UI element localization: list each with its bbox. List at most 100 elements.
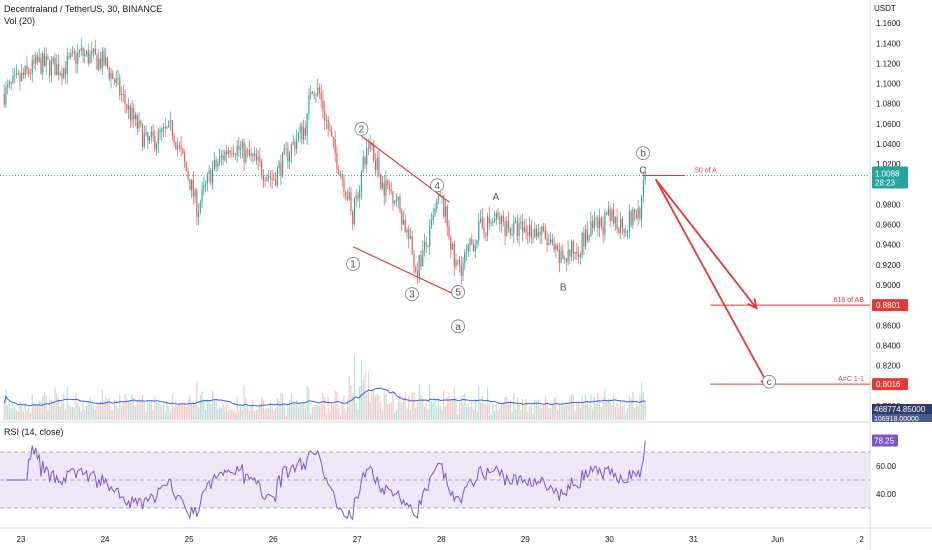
volume-bar [430,401,433,420]
wave-label-circle [354,122,369,136]
time-tick-label: 30 [605,535,614,544]
volume-bar [378,395,380,420]
candle-body [166,127,168,129]
candle-body [334,139,336,154]
volume-bar [311,407,313,420]
wedge-trendline [361,135,451,203]
candle-body [455,260,457,267]
candle-body [411,236,413,254]
volume-bar [339,415,342,420]
volume-bar [627,408,629,420]
candle-body [10,81,12,83]
candle-body [425,241,427,246]
price-tick-label: 1.0600 [876,120,901,129]
candle-body [145,132,147,135]
volume-bar [579,407,581,420]
volume-bar [472,409,475,420]
candle-body [71,51,74,54]
price-tick-label: 1.1200 [876,59,901,68]
candle-body [238,145,240,150]
volume-bar [250,404,252,420]
candle-body [91,50,93,54]
volume-bar [392,391,394,420]
volume-bar [551,403,553,420]
volume-bar [443,390,445,420]
volume-bar [162,403,165,420]
candle-body [359,190,361,199]
candle-body [194,189,196,197]
volume-bar [581,395,583,420]
volume-bar [219,406,221,420]
volume-bar [532,413,534,420]
volume-bar [359,385,361,420]
candle-body [488,216,490,224]
volume-bar [541,407,543,420]
candle-body [381,182,384,189]
volume-bar [292,401,294,420]
volume-bar [287,403,289,420]
volume-bar [642,391,644,420]
time-tick-label: 23 [17,535,26,544]
candle-body [478,221,480,241]
candle-body [290,144,292,155]
candle-body [369,142,371,149]
volume-bar [201,391,203,420]
volume-bar [299,402,301,420]
volume-bar [336,391,338,420]
volume-bar [124,393,126,420]
candle-body [516,221,518,237]
volume-bar [485,404,487,420]
volume-bar [499,408,501,420]
chart-title: Decentraland / TetherUS, 30, BINANCE [4,4,163,14]
volume-bar [357,409,359,420]
volume-bar [406,408,408,420]
volume-bar [528,406,531,420]
candle-body [550,239,552,243]
volume-bar [119,393,121,420]
volume-bar [625,412,627,420]
candle-body [54,58,56,76]
candle-body [585,229,587,247]
volume-bar [191,402,193,420]
volume-bar [555,398,557,420]
candle-body [66,56,68,75]
volume-bar [574,411,576,420]
candle-body [317,87,319,96]
candle-body [635,213,637,219]
candle-body [562,250,564,260]
volume-bar [409,410,412,420]
volume-bar [71,405,74,420]
volume-bar [245,397,247,420]
volume-bar [599,402,601,420]
candle-body [632,209,634,226]
volume-bar [112,410,114,420]
candle-body [569,249,571,257]
volume-bar [47,409,49,420]
candle-body [397,196,399,201]
volume-bar [169,411,172,420]
candle-body [196,189,198,218]
candle-body [537,232,539,237]
candle-body [341,173,343,179]
volume-bar [464,393,466,420]
volume-bar [621,406,623,420]
candle-body [31,59,33,74]
volume-bar [345,411,347,420]
volume-bar [92,405,95,420]
candle-body [89,53,91,64]
candle-body [7,84,9,88]
volume-bar [234,412,236,420]
volume-indicator-label: Vol (20) [4,16,36,26]
volume-bar [550,407,552,420]
candle-body [387,180,389,186]
candle-body [401,211,403,225]
candle-body [560,250,562,263]
volume-bar [460,396,462,420]
volume-bar [52,401,54,420]
volume-bar [486,387,489,420]
wave-label: b [640,149,646,160]
candle-body [390,189,392,192]
volume-bar [500,402,503,420]
volume-bar [159,405,161,420]
